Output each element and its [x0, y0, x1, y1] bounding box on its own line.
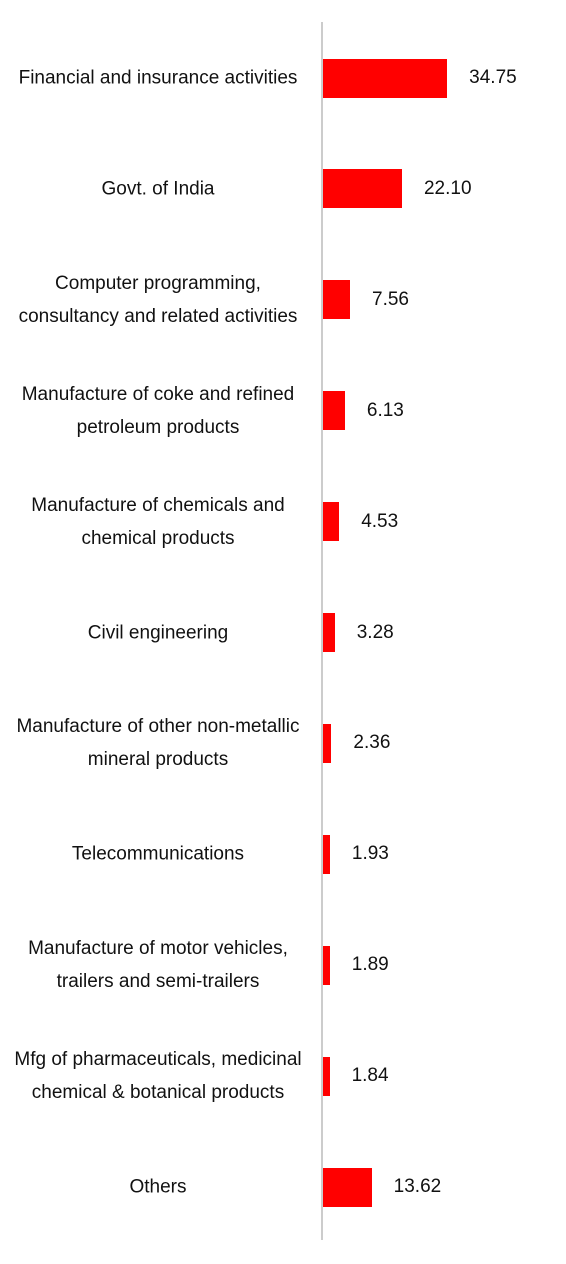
bar — [323, 280, 351, 320]
bar — [323, 613, 335, 652]
bar — [323, 58, 448, 98]
value-label: 22.10 — [423, 177, 472, 199]
bar — [323, 1167, 372, 1207]
category-label: Manufacture of other non-metallic minera… — [16, 716, 300, 771]
category-label: Manufacture of coke and refined petroleu… — [21, 383, 295, 438]
axis-line — [321, 22, 323, 1240]
category-label: Mfg of pharmaceuticals, medicinal chemic… — [14, 1049, 302, 1104]
value-label: 4.53 — [361, 510, 399, 532]
value-label: 2.36 — [353, 732, 391, 754]
category-label: Financial and insurance activities — [18, 67, 298, 89]
value-label: 1.93 — [351, 843, 389, 865]
bar — [323, 169, 402, 209]
category-label: Telecommunications — [71, 843, 245, 865]
bar — [323, 1056, 330, 1096]
category-label: Others — [129, 1176, 187, 1198]
category-label: Manufacture of chemicals and chemical pr… — [31, 494, 285, 549]
bar — [323, 502, 340, 542]
value-label: 6.13 — [366, 399, 404, 421]
value-label: 1.84 — [351, 1065, 389, 1087]
value-label: 34.75 — [469, 67, 517, 88]
value-label: 3.28 — [356, 621, 394, 643]
bar — [323, 834, 330, 874]
category-label: Manufacture of motor vehicles, trailers … — [28, 938, 288, 993]
category-label: Govt. of India — [101, 178, 215, 200]
value-label: 7.56 — [372, 288, 409, 310]
category-label: Computer programming, consultancy and re… — [18, 272, 298, 327]
value-label: 13.62 — [393, 1176, 442, 1197]
bar — [323, 723, 332, 763]
bar — [323, 945, 330, 985]
value-label: 1.89 — [351, 954, 389, 976]
category-label: Civil engineering — [87, 622, 229, 643]
bar — [323, 391, 345, 431]
